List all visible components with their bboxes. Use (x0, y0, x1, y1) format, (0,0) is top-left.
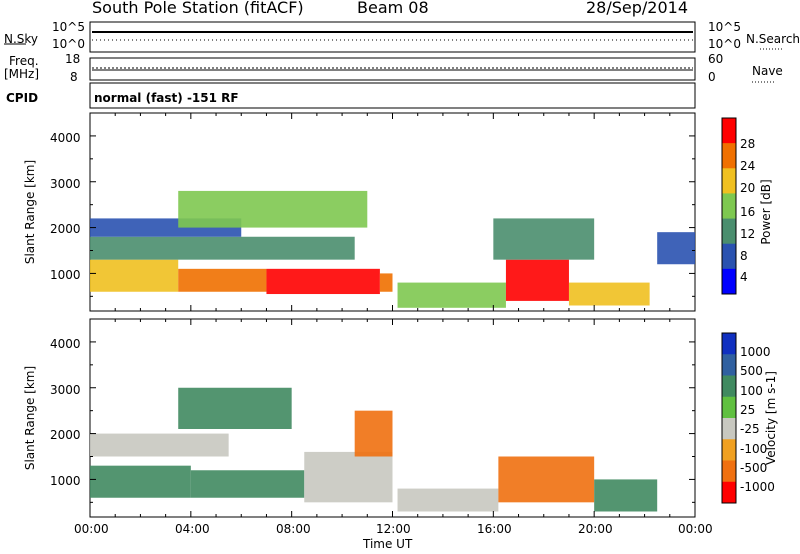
velocity-cbar-tick: 1000 (740, 345, 771, 359)
velocity-colorbar-swatch (722, 460, 736, 483)
freq-tick-low: 8 (70, 70, 78, 84)
power-ytick: 4000 (50, 131, 81, 145)
colorbar-frame (721, 117, 737, 295)
power-cell (657, 232, 695, 265)
power-cell (90, 259, 179, 292)
power-cell (178, 190, 368, 228)
power-ytick: 2000 (50, 222, 81, 236)
power-colorbar-swatch (722, 268, 736, 295)
nsearch-exp-lo: 10^0 (708, 37, 741, 51)
power-cbar-tick: 8 (740, 249, 748, 263)
velocity-cbar-tick: -500 (740, 461, 768, 475)
velocity-ylabel: Slant Range [km] (23, 365, 37, 471)
nave-tick-low: 0 (708, 70, 716, 84)
power-colorbar-label: Power [dB] (759, 179, 773, 245)
x-axis-label: Time UT (363, 537, 413, 551)
xtick-label: 00:00 (74, 522, 109, 536)
velocity-colorbar-swatch (722, 396, 736, 419)
xtick-label: 16:00 (477, 522, 512, 536)
xtick-label: 12:00 (376, 522, 411, 536)
power-cell (493, 218, 595, 260)
freq-panel-frame (89, 57, 696, 81)
cpid-text: normal (fast) -151 RF (94, 91, 239, 105)
xtick-label: 00:00 (678, 522, 713, 536)
power-colorbar-swatch (722, 118, 736, 144)
power-cbar-tick: 4 (740, 270, 748, 284)
power-ytick: 3000 (50, 177, 81, 191)
velocity-cbar-tick: -25 (740, 422, 760, 436)
power-cell (397, 282, 506, 308)
velocity-cell (178, 387, 292, 429)
velocity-cell (90, 465, 191, 498)
power-cbar-tick: 16 (740, 205, 756, 219)
velocity-ytick: 2000 (50, 428, 81, 442)
power-cbar-tick: 24 (740, 159, 756, 173)
power-cell (505, 259, 569, 301)
nave-tick-high: 60 (708, 52, 724, 66)
power-colorbar-swatch (722, 193, 736, 220)
nsky-exp-lo: 10^0 (52, 37, 85, 51)
power-cell (266, 268, 380, 295)
power-cell (568, 282, 650, 306)
power-ylabel: Slant Range [km] (23, 159, 37, 265)
velocity-colorbar-swatch (722, 439, 736, 461)
freq-unit: [MHz] (4, 67, 40, 81)
velocity-cell (304, 451, 393, 503)
colorbar-frame (721, 332, 737, 504)
velocity-ytick: 1000 (50, 474, 81, 488)
velocity-cbar-tick: -1000 (740, 480, 775, 494)
velocity-cbar-tick: 500 (740, 364, 763, 378)
power-cbar-tick: 12 (740, 227, 756, 241)
nsky-panel-frame (89, 21, 696, 53)
power-ytick: 1000 (50, 268, 81, 282)
nave-label: Nave (752, 64, 783, 78)
power-cell (379, 273, 393, 292)
power-cell (178, 268, 267, 292)
power-cbar-tick: 20 (740, 181, 756, 195)
nsky-label: N.Sky (4, 32, 39, 46)
nsky-exp-hi: 10^5 (52, 20, 85, 34)
velocity-cbar-tick: 100 (740, 384, 763, 398)
beam-label: Beam 08 (357, 0, 429, 17)
cpid-label: CPID (6, 91, 39, 105)
velocity-cell (354, 410, 393, 457)
freq-label: Freq. (9, 54, 39, 68)
freq-tick-high: 18 (65, 52, 81, 66)
velocity-ytick: 3000 (50, 383, 81, 397)
velocity-cell (594, 479, 658, 512)
velocity-colorbar-swatch (722, 418, 736, 440)
velocity-cell (90, 433, 229, 457)
velocity-colorbar-swatch (722, 481, 736, 504)
nsearch-exp-hi: 10^5 (708, 20, 741, 34)
velocity-cell (190, 470, 305, 498)
velocity-colorbar-swatch (722, 375, 736, 398)
power-colorbar-swatch (722, 168, 736, 194)
power-colorbar-swatch (722, 218, 736, 245)
velocity-cbar-tick: -100 (740, 442, 768, 456)
velocity-cell (498, 456, 595, 503)
velocity-colorbar-label: Velocity [m s-1] (764, 371, 778, 465)
xtick-label: 08:00 (276, 522, 311, 536)
nsearch-label: N.Search (746, 32, 800, 46)
power-cell (90, 236, 355, 260)
power-colorbar-swatch (722, 243, 736, 270)
velocity-colorbar-swatch (722, 354, 736, 376)
cpid-panel-frame (89, 82, 696, 109)
xtick-label: 04:00 (175, 522, 210, 536)
velocity-cbar-tick: 25 (740, 403, 756, 417)
velocity-colorbar-swatch (722, 333, 736, 355)
power-cbar-tick: 28 (740, 137, 756, 151)
station-title: South Pole Station (fitACF) (92, 0, 304, 17)
xtick-label: 20:00 (578, 522, 613, 536)
velocity-cell (397, 488, 499, 512)
date-label: 28/Sep/2014 (586, 0, 689, 17)
velocity-ytick: 4000 (50, 337, 81, 351)
power-colorbar-swatch (722, 143, 736, 169)
